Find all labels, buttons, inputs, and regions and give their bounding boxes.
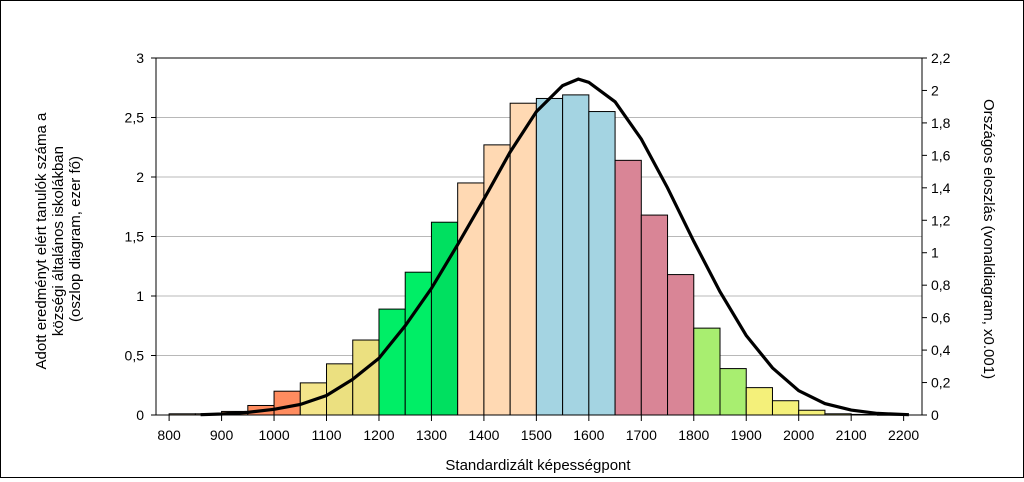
- x-axis-label: Standardizált képességpont: [445, 457, 631, 474]
- x-tick-label: 800: [157, 427, 181, 443]
- x-tick-label: 1500: [521, 427, 552, 443]
- bar: [798, 409, 826, 416]
- bar: [509, 102, 537, 416]
- y-axis-label-line-1: Adott eredményt elért tanulók száma a: [33, 112, 50, 369]
- bar: [745, 387, 773, 416]
- bar: [378, 308, 406, 416]
- y2-tick-label: 0,2: [931, 375, 951, 391]
- y2-tick-label: 0,4: [931, 342, 951, 358]
- y-tick-label: 0,5: [125, 348, 145, 364]
- y-tick-label: 2,5: [125, 110, 145, 126]
- bar: [588, 111, 616, 416]
- y-tick-label: 1,5: [125, 229, 145, 245]
- x-tick-label: 1700: [626, 427, 657, 443]
- x-tick-label: 2000: [783, 427, 814, 443]
- y-tick-label: 2: [136, 169, 144, 185]
- x-tick-label: 2100: [836, 427, 867, 443]
- y2-tick-label: 1,4: [931, 180, 951, 196]
- x-tick-label: 2200: [888, 427, 919, 443]
- y2-tick-label: 2,2: [931, 50, 951, 66]
- y2-tick-label: 0: [931, 407, 939, 423]
- x-tick-label: 1400: [468, 427, 499, 443]
- bar: [640, 214, 669, 416]
- y2-tick-label: 0,6: [931, 310, 951, 326]
- x-tick-label: 1000: [258, 427, 289, 443]
- y-tick-label: 0: [136, 407, 144, 423]
- bar: [719, 368, 747, 416]
- distribution-line: [200, 77, 909, 417]
- x-tick-label: 1100: [311, 427, 341, 443]
- x-tick-label: 1900: [731, 427, 762, 443]
- x-tick-label: 1800: [678, 427, 709, 443]
- y2-axis-ticks: 0 0,2 0,4 0,6 0,8 1 1,2 1,4 1,6 1,8 2 2,2: [922, 50, 951, 423]
- x-axis-ticks: 800 900 1000 1100 1200 1300 1400 1500 1600 1700 18…: [157, 415, 919, 443]
- bar: [614, 159, 642, 416]
- x-tick-label: 1600: [573, 427, 604, 443]
- bar: [562, 94, 590, 416]
- y-axis-label-line-3: (oszlop diagram, ezer fő): [67, 156, 84, 322]
- y-tick-label: 1: [136, 288, 144, 304]
- x-tick-label: 1200: [363, 427, 394, 443]
- y2-tick-label: 0,8: [931, 277, 951, 293]
- y2-tick-label: 1,2: [931, 212, 951, 228]
- y2-tick-label: 1,8: [931, 115, 951, 131]
- bar: [483, 144, 511, 416]
- bar: [457, 182, 485, 416]
- bar: [535, 97, 564, 416]
- bar: [326, 363, 354, 416]
- y-axis-label: Adott eredményt elért tanulók száma a kö…: [33, 109, 84, 370]
- bar: [273, 390, 301, 416]
- y2-tick-label: 1: [931, 245, 939, 261]
- y2-tick-label: 1,6: [931, 147, 951, 163]
- bar: [771, 400, 800, 416]
- y-tick-label: 3: [136, 50, 144, 66]
- bar-series: [168, 94, 905, 416]
- bar: [693, 327, 721, 416]
- y-axis-label-line-2: községi általános iskolákban: [50, 146, 67, 336]
- x-tick-label: 900: [210, 427, 234, 443]
- x-tick-label: 1300: [416, 427, 447, 443]
- y2-axis-label: Országos eloszlás (vonaldiagram, x0.001): [980, 99, 997, 379]
- y2-tick-label: 2: [931, 82, 939, 98]
- bar: [667, 274, 695, 416]
- y-axis-ticks: 0 0,5 1 1,5 2 2,5 3: [125, 50, 156, 423]
